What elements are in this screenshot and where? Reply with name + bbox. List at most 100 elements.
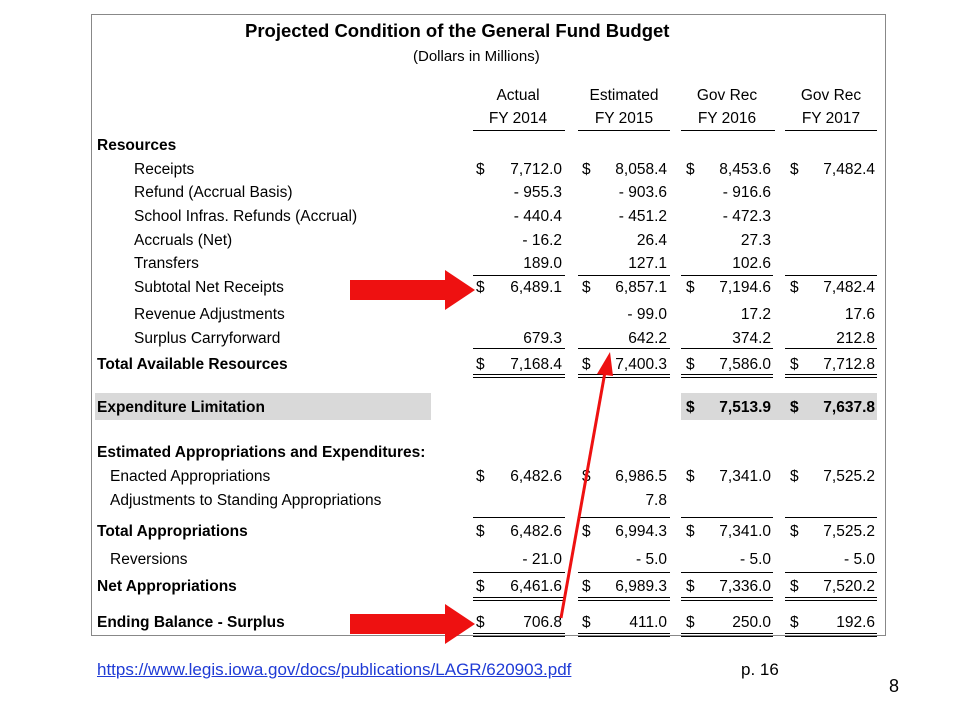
- dollar-sign: $: [790, 578, 799, 595]
- double-underline: [681, 633, 773, 637]
- double-underline: [578, 633, 670, 637]
- arrow-right-icon: [350, 270, 475, 310]
- cell-value: 17.6: [844, 306, 875, 323]
- cell-value: 7,336.0: [719, 578, 771, 595]
- cell-value: - 472.3: [722, 208, 771, 225]
- cell-value: 679.3: [523, 330, 562, 347]
- underline: [578, 572, 670, 574]
- dollar-sign: $: [790, 161, 799, 178]
- cell-value: - 440.4: [513, 208, 562, 225]
- underline: [578, 517, 670, 519]
- dollar-sign: $: [686, 399, 695, 416]
- page-reference: p. 16: [741, 660, 779, 679]
- cell-value: 212.8: [836, 330, 875, 347]
- underline: [681, 348, 773, 350]
- underline: [473, 275, 565, 277]
- header-underline: [681, 130, 775, 132]
- cell-value: - 451.2: [618, 208, 667, 225]
- dollar-sign: $: [686, 356, 695, 373]
- cell-value: 7,341.0: [719, 468, 771, 485]
- cell-value: 7,482.4: [823, 161, 875, 178]
- cell-value: - 21.0: [522, 551, 562, 568]
- row-label: Subtotal Net Receipts: [134, 279, 284, 296]
- cell-value: - 5.0: [739, 551, 771, 568]
- cell-value: - 903.6: [618, 184, 667, 201]
- dollar-sign: $: [686, 614, 695, 631]
- cell-value: 7,525.2: [823, 468, 875, 485]
- cell-value: - 99.0: [627, 306, 667, 323]
- cell-value: 6,989.3: [615, 578, 667, 595]
- underline: [785, 517, 877, 519]
- cell-value: 411.0: [629, 614, 667, 631]
- cell-value: 7.8: [645, 492, 667, 509]
- arrow-line-icon: [559, 371, 607, 619]
- row-label: Ending Balance - Surplus: [97, 614, 285, 631]
- header-underline: [785, 130, 877, 132]
- dollar-sign: $: [790, 399, 799, 416]
- cell-value: 7,513.9: [719, 399, 771, 416]
- cell-value: 192.6: [836, 614, 875, 631]
- cell-value: 706.8: [523, 614, 562, 631]
- col-header-3-line1: Gov Rec: [696, 87, 758, 104]
- cell-value: - 16.2: [522, 232, 562, 249]
- cell-value: 7,168.4: [510, 356, 562, 373]
- double-underline: [473, 597, 565, 601]
- underline: [785, 275, 877, 277]
- dollar-sign: $: [476, 614, 485, 631]
- cell-value: 8,058.4: [615, 161, 667, 178]
- underline: [681, 275, 773, 277]
- double-underline: [785, 597, 877, 601]
- dollar-sign: $: [686, 279, 695, 296]
- cell-value: 189.0: [523, 255, 562, 272]
- expenditure-limitation-shade: [95, 393, 431, 420]
- row-label: Total Available Resources: [97, 356, 288, 373]
- cell-value: 17.2: [740, 306, 771, 323]
- col-header-1-line1: Actual: [496, 87, 540, 104]
- row-label: Total Appropriations: [97, 523, 248, 540]
- underline: [578, 275, 670, 277]
- dollar-sign: $: [476, 578, 485, 595]
- dollar-sign: $: [790, 523, 799, 540]
- dollar-sign: $: [790, 356, 799, 373]
- cell-value: 6,857.1: [615, 279, 667, 296]
- row-label: Adjustments to Standing Appropriations: [110, 492, 382, 509]
- cell-value: 6,994.3: [615, 523, 667, 540]
- row-label: Revenue Adjustments: [134, 306, 285, 323]
- cell-value: 8,453.6: [719, 161, 771, 178]
- col-header-3-line2: FY 2016: [697, 110, 757, 127]
- row-label: Surplus Carryforward: [134, 330, 281, 347]
- dollar-sign: $: [582, 161, 591, 178]
- row-label: School Infras. Refunds (Accrual): [134, 208, 358, 225]
- dollar-sign: $: [476, 161, 485, 178]
- cell-value: 6,986.5: [615, 468, 667, 485]
- dollar-sign: $: [582, 523, 591, 540]
- cell-value: 642.2: [628, 330, 667, 347]
- underline: [681, 572, 773, 574]
- dollar-sign: $: [476, 523, 485, 540]
- dollar-sign: $: [582, 578, 591, 595]
- cell-value: - 955.3: [513, 184, 562, 201]
- cell-value: 7,586.0: [719, 356, 771, 373]
- underline: [473, 517, 565, 519]
- row-label: Expenditure Limitation: [97, 399, 265, 416]
- budget-table-frame: [91, 14, 886, 636]
- dollar-sign: $: [582, 279, 591, 296]
- col-header-4-line1: Gov Rec: [800, 87, 862, 104]
- cell-value: 7,525.2: [823, 523, 875, 540]
- double-underline: [578, 597, 670, 601]
- cell-value: 7,520.2: [823, 578, 875, 595]
- double-underline: [785, 374, 877, 378]
- section-estimated-appropriations: Estimated Appropriations and Expenditure…: [97, 444, 426, 461]
- dollar-sign: $: [476, 356, 485, 373]
- underline: [473, 572, 565, 574]
- cell-value: - 5.0: [843, 551, 875, 568]
- underline: [681, 517, 773, 519]
- dollar-sign: $: [686, 468, 695, 485]
- cell-value: 7,341.0: [719, 523, 771, 540]
- header-underline: [578, 130, 670, 132]
- cell-value: 7,637.8: [823, 399, 875, 416]
- cell-value: 7,400.3: [615, 356, 667, 373]
- row-label: Refund (Accrual Basis): [134, 184, 293, 201]
- source-link[interactable]: https://www.legis.iowa.gov/docs/publicat…: [97, 660, 572, 679]
